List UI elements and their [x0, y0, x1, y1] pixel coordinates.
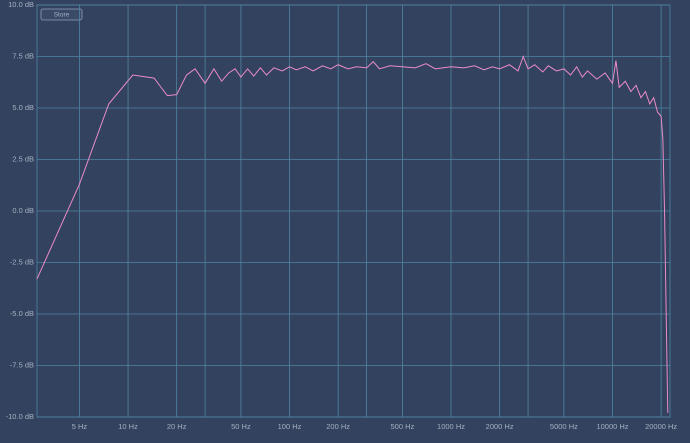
y-tick-label: 2.5 dB	[12, 154, 34, 163]
x-tick-label: 5 Hz	[72, 422, 88, 431]
x-tick-label: 1000 Hz	[437, 422, 465, 431]
x-tick-label: 20 Hz	[167, 422, 187, 431]
response-line	[36, 55, 669, 413]
y-tick-label: -7.5 dB	[10, 360, 34, 369]
x-tick-label: 2000 Hz	[486, 422, 514, 431]
y-tick-label: 5.0 dB	[12, 103, 34, 112]
x-tick-label: 200 Hz	[326, 422, 350, 431]
x-tick-label: 20000 Hz	[645, 422, 677, 431]
store-button[interactable]: Store	[40, 8, 83, 21]
x-tick-label: 50 Hz	[231, 422, 251, 431]
y-tick-label: 10.0 dB	[8, 0, 34, 9]
y-tick-label: -10.0 dB	[6, 412, 34, 421]
x-tick-label: 100 Hz	[278, 422, 302, 431]
y-tick-label: -5.0 dB	[10, 309, 34, 318]
y-tick-label: 7.5 dB	[12, 51, 34, 60]
x-tick-label: 5000 Hz	[550, 422, 578, 431]
y-tick-label: 0.0 dB	[12, 206, 34, 215]
x-tick-label: 10 Hz	[118, 422, 138, 431]
button-frame[interactable]	[40, 8, 83, 21]
x-tick-label: 500 Hz	[391, 422, 415, 431]
x-tick-label: 10000 Hz	[596, 422, 628, 431]
y-tick-label: -2.5 dB	[10, 257, 34, 266]
button-label[interactable]: Store	[54, 12, 70, 19]
